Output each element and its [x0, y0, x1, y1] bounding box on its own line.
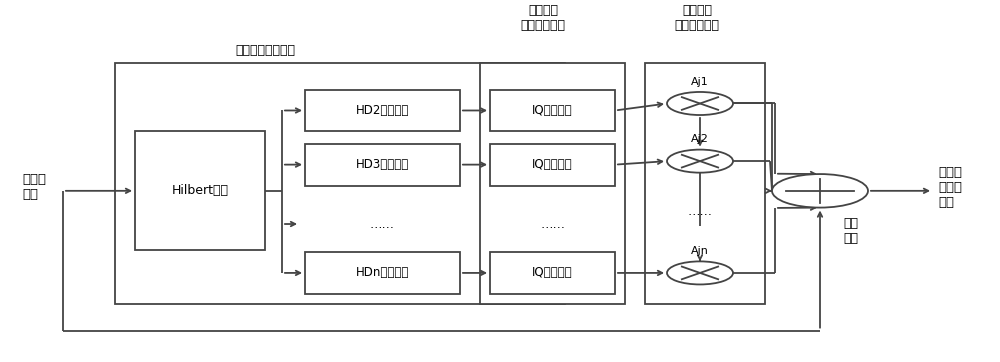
- Text: ……: ……: [540, 218, 566, 231]
- Text: 矫正波形
相位控制模块: 矫正波形 相位控制模块: [520, 4, 566, 32]
- Text: 已矫正
的波形
数据: 已矫正 的波形 数据: [938, 166, 962, 209]
- Text: 原波形
数据: 原波形 数据: [22, 173, 46, 201]
- Text: Aj1: Aj1: [691, 77, 709, 87]
- Text: ……: ……: [370, 218, 394, 231]
- Text: 矫正波形
幅度控制模块: 矫正波形 幅度控制模块: [674, 4, 720, 32]
- Text: HDn矫正波形: HDn矫正波形: [356, 266, 409, 279]
- Text: 矫正波形生产模块: 矫正波形生产模块: [235, 45, 295, 58]
- Bar: [305, 89, 460, 131]
- Bar: [135, 131, 265, 250]
- Text: IQ正交调相: IQ正交调相: [532, 104, 573, 117]
- Bar: [490, 144, 615, 186]
- Circle shape: [667, 92, 733, 115]
- Bar: [305, 144, 460, 186]
- Text: Ajn: Ajn: [691, 246, 709, 256]
- Circle shape: [667, 261, 733, 285]
- Bar: [115, 63, 565, 304]
- Text: Hilbert变换: Hilbert变换: [172, 184, 228, 197]
- Bar: [480, 63, 625, 304]
- Text: IQ正交调相: IQ正交调相: [532, 158, 573, 171]
- Text: Aj2: Aj2: [691, 134, 709, 144]
- Text: 求和
模块: 求和 模块: [843, 217, 858, 245]
- Text: HD3矫正波形: HD3矫正波形: [356, 158, 409, 171]
- Text: IQ正交调相: IQ正交调相: [532, 266, 573, 279]
- Circle shape: [667, 150, 733, 173]
- Bar: [490, 252, 615, 294]
- Circle shape: [772, 174, 868, 207]
- Text: ……: ……: [688, 205, 712, 218]
- Bar: [305, 252, 460, 294]
- Bar: [645, 63, 765, 304]
- Text: HD2矫正波形: HD2矫正波形: [356, 104, 409, 117]
- Bar: [490, 89, 615, 131]
